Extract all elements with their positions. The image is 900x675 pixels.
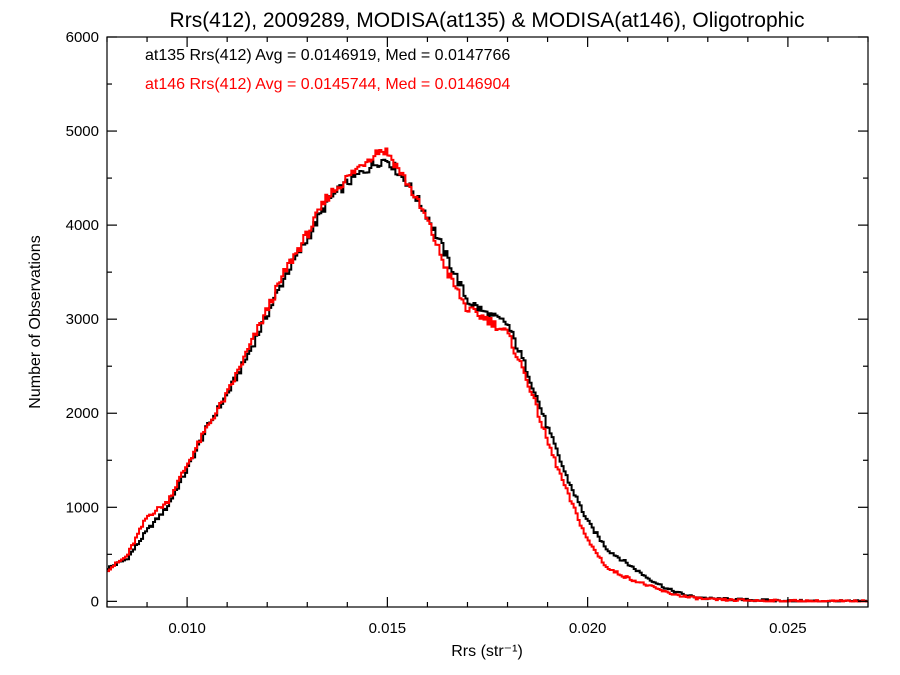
y-tick-label: 1000 bbox=[66, 499, 99, 516]
y-axis-label: Number of Observations bbox=[27, 235, 44, 408]
y-axis-ticks: 0 1000 2000 3000 4000 5000 6000 bbox=[66, 29, 868, 610]
y-tick-label: 2000 bbox=[66, 405, 99, 422]
x-tick-label: 0.015 bbox=[369, 620, 407, 637]
y-tick-label: 0 bbox=[91, 593, 99, 610]
x-tick-label: 0.010 bbox=[168, 620, 206, 637]
plot-series bbox=[107, 147, 868, 603]
y-tick-label: 4000 bbox=[66, 217, 99, 234]
annotation-at146: at146 Rrs(412) Avg = 0.0145744, Med = 0.… bbox=[145, 76, 510, 93]
x-tick-label: 0.020 bbox=[569, 620, 607, 637]
y-tick-label: 6000 bbox=[66, 29, 99, 46]
plot-frame bbox=[106, 36, 869, 608]
x-axis-label: Rrs (str⁻¹) bbox=[451, 643, 523, 660]
x-tick-label: 0.025 bbox=[769, 620, 807, 637]
chart-title: Rrs(412), 2009289, MODISA(at135) & MODIS… bbox=[170, 9, 805, 32]
y-tick-label: 5000 bbox=[66, 123, 99, 140]
histogram-series-at146 bbox=[107, 147, 868, 603]
x-axis-ticks: 0.010 0.015 0.020 0.025 bbox=[106, 37, 869, 637]
annotation-at135: at135 Rrs(412) Avg = 0.0146919, Med = 0.… bbox=[145, 47, 510, 64]
y-tick-label: 3000 bbox=[66, 311, 99, 328]
